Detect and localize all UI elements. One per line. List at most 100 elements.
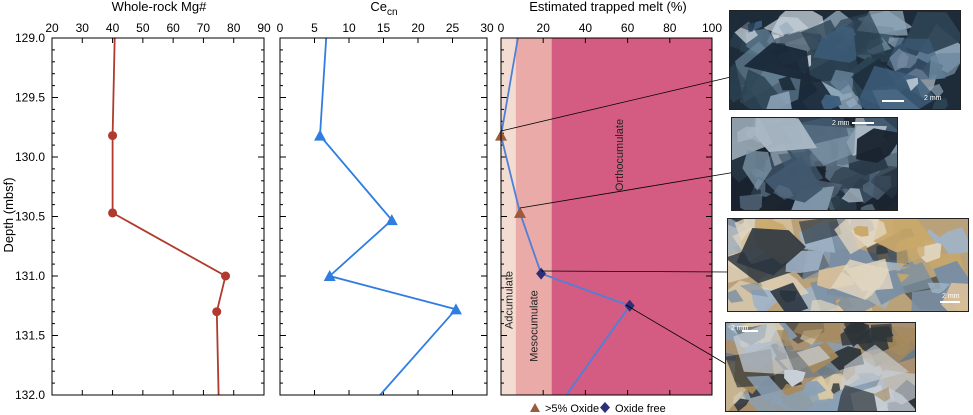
depth-axis-label: Depth (mbsf) — [1, 177, 16, 252]
x-tick-label: 60 — [621, 21, 635, 35]
x-tick-label: 30 — [480, 21, 494, 35]
scale-bar-1 — [882, 100, 904, 102]
mineral-grain — [906, 77, 919, 91]
mineral-grain — [779, 290, 797, 303]
x-tick-label: 25 — [446, 21, 460, 35]
legend-oxide-label: >5% Oxide — [545, 403, 599, 415]
mineral-grain — [813, 25, 857, 63]
ce-cn-x-ticks: 0 5 10 15 20 25 30 — [277, 21, 494, 396]
mineral-grain — [843, 323, 868, 334]
x-tick-label: 5 — [311, 21, 318, 35]
trapped-melt-panel: Estimated trapped melt (%) Adcumulate Mes… — [495, 0, 722, 396]
scale-bar-3 — [940, 301, 960, 303]
mineral-grain — [927, 282, 951, 294]
data-point-triangle — [385, 214, 398, 226]
mineral-grain — [773, 184, 794, 200]
x-tick-label: 50 — [136, 21, 150, 35]
mineral-grain — [739, 193, 763, 210]
mineral-grain — [837, 385, 878, 411]
mineral-grain — [728, 289, 744, 303]
ce-cn-frame — [279, 37, 488, 396]
zone-adcumulate — [501, 38, 516, 395]
series-line — [500, 37, 632, 396]
mineral-grain — [873, 387, 891, 402]
mineral-grain — [870, 165, 897, 199]
mineral-grain — [932, 98, 948, 109]
x-tick-label: 30 — [76, 21, 90, 35]
mineral-grain — [743, 42, 811, 82]
data-point-circle — [108, 208, 118, 218]
data-point-circle — [212, 307, 222, 317]
scale-text-3: 2 mm — [942, 293, 960, 300]
mineral-grain — [798, 219, 842, 245]
photomicrograph-1: 2 mm — [729, 10, 961, 110]
mineral-grain — [810, 299, 844, 311]
x-tick-label: 0 — [277, 21, 284, 35]
depth-tick-label: 130.0 — [15, 150, 45, 164]
mineral-grain — [928, 52, 960, 81]
legend-oxide-triangle-icon — [530, 403, 540, 412]
mineral-grain — [730, 63, 749, 88]
mineral-grain — [886, 333, 912, 357]
x-tick-label: 100 — [702, 21, 722, 35]
mineral-grain — [825, 166, 870, 189]
photomicrograph-2-texture — [732, 118, 897, 210]
x-tick-label: 20 — [537, 21, 551, 35]
ce-cn-panel: Cecn 0 5 10 15 20 25 30 — [277, 0, 494, 396]
mineral-grain — [746, 375, 787, 401]
mineral-grain — [766, 91, 792, 109]
x-tick-label: 40 — [579, 21, 593, 35]
x-tick-label: 10 — [342, 21, 356, 35]
data-point-triangle — [323, 270, 336, 281]
mineral-grain — [845, 97, 858, 109]
trapped-melt-title: Estimated trapped melt (%) — [529, 0, 687, 14]
x-tick-label: 20 — [411, 21, 425, 35]
mg-number-marks — [108, 37, 231, 396]
mineral-grain — [830, 69, 854, 95]
x-tick-label: 20 — [45, 21, 59, 35]
mineral-grain — [798, 118, 849, 146]
zone-label-orthocumulate: Orthocumulate — [614, 119, 626, 191]
x-tick-label: 70 — [197, 21, 211, 35]
mineral-grain — [831, 259, 890, 300]
mineral-grain — [834, 219, 887, 255]
mineral-grain — [927, 83, 944, 98]
zone-label-adcumulate: Adcumulate — [503, 271, 515, 329]
scale-text-2: 2 mm — [832, 120, 850, 127]
scale-bar-2 — [852, 122, 874, 124]
depth-tick-label: 132.0 — [15, 388, 45, 402]
depth-tick-label: 130.5 — [15, 210, 45, 224]
x-tick-label: 40 — [106, 21, 120, 35]
mineral-grain — [796, 345, 831, 367]
photomicrograph-2: 2 mm — [731, 117, 898, 211]
zone-orthocumulate — [551, 38, 712, 395]
data-point-circle — [221, 271, 231, 281]
scale-bar-4 — [742, 330, 758, 332]
depth-tick-label: 129.0 — [15, 31, 45, 45]
data-point-oxide-triangle — [513, 206, 526, 218]
ce-cn-title: Cecn — [370, 0, 397, 18]
series-line — [111, 37, 227, 396]
mineral-grain — [856, 128, 897, 163]
mineral-grain — [778, 76, 796, 91]
legend: >5% Oxide Oxide free — [530, 402, 666, 415]
x-tick-label: 80 — [227, 21, 241, 35]
ce-cn-title-subscript: cn — [387, 7, 398, 18]
x-tick-label: 60 — [166, 21, 180, 35]
mineral-grain — [874, 369, 915, 405]
ce-cn-marks — [314, 37, 462, 396]
scale-text-4: 2 mm — [731, 325, 749, 332]
photo-connectors — [500, 75, 737, 365]
photomicrograph-4: 2 mm — [725, 322, 916, 412]
legend-oxide-free-diamond-icon — [600, 402, 610, 413]
mineral-grain — [730, 85, 748, 103]
mineral-grain — [793, 323, 842, 345]
mineral-grain — [938, 227, 968, 256]
connector-line-1 — [500, 75, 736, 132]
series-line — [319, 37, 458, 396]
depth-tick-label: 129.5 — [15, 91, 45, 105]
legend-oxide-free-label: Oxide free — [615, 403, 666, 415]
photomicrograph-3-texture — [728, 219, 968, 311]
connector-line-3 — [540, 270, 729, 273]
